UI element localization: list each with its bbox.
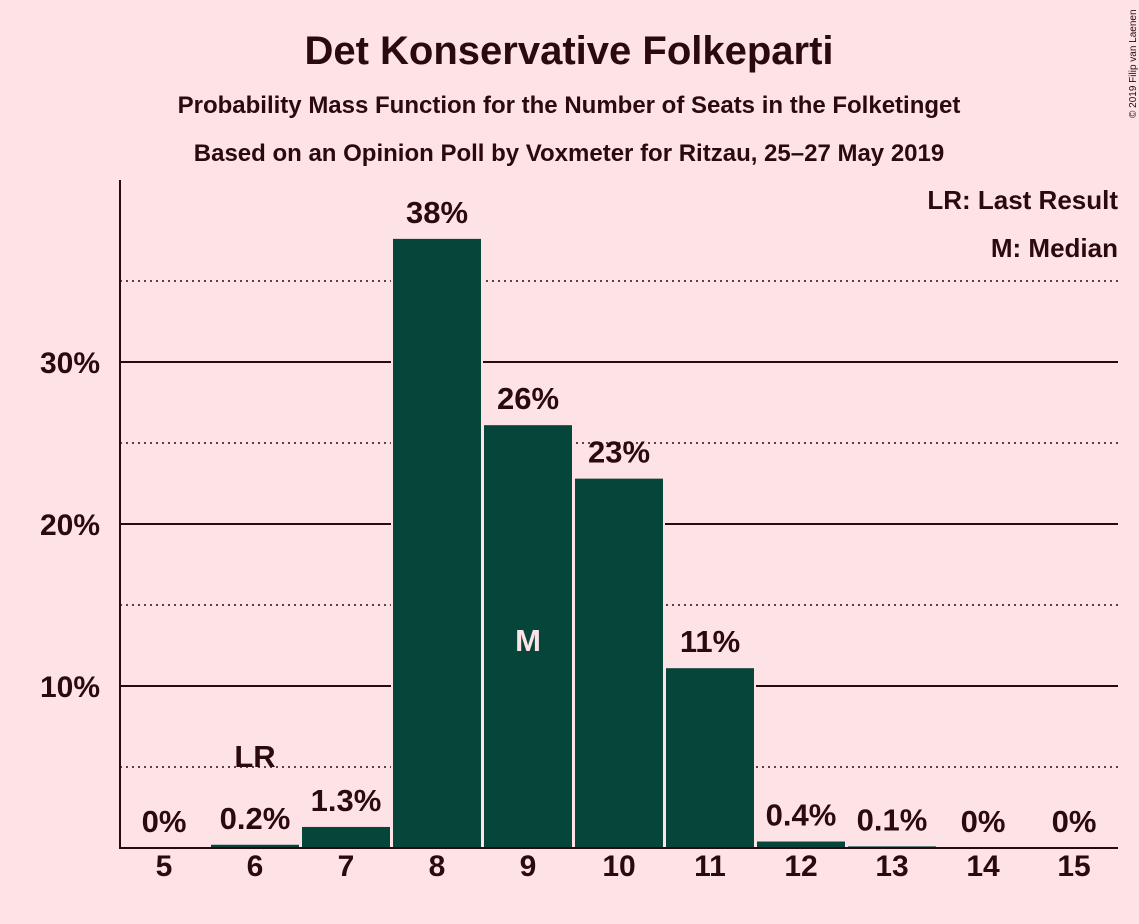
- last-result-marker: LR: [234, 739, 275, 774]
- bar-6: [211, 844, 299, 848]
- x-tick-label: 14: [966, 850, 1000, 883]
- data-label-7: 1.3%: [311, 783, 382, 818]
- x-tick-label: 9: [520, 850, 537, 883]
- x-tick-label: 8: [429, 850, 446, 883]
- chart-subtitle-2: Based on an Opinion Poll by Voxmeter for…: [194, 140, 944, 167]
- data-label-12: 0.4%: [766, 798, 837, 833]
- bar-gap: [846, 844, 938, 848]
- data-label-15: 0%: [1052, 804, 1097, 839]
- bar-11: [666, 668, 754, 848]
- data-label-13: 0.1%: [857, 802, 928, 837]
- data-label-10: 23%: [588, 435, 650, 470]
- legend-median: M: Median: [991, 233, 1118, 263]
- data-label-14: 0%: [961, 804, 1006, 839]
- bars: [209, 236, 938, 848]
- x-tick-label: 13: [875, 850, 908, 883]
- bar-7: [302, 826, 390, 848]
- x-tick-label: 15: [1057, 850, 1090, 883]
- x-tick-label: 11: [694, 850, 726, 883]
- data-label-8: 38%: [406, 195, 468, 230]
- chart-subtitle-1: Probability Mass Function for the Number…: [178, 92, 961, 119]
- x-tick-label: 6: [247, 850, 264, 883]
- axes: 10% 20% 30% 5 6 7 8 9 10 11 12 13 14 15: [40, 180, 1118, 883]
- x-tick-label: 10: [602, 850, 635, 883]
- x-tick-label: 7: [338, 850, 355, 883]
- median-marker: M: [515, 623, 541, 658]
- data-labels: 0% 0.2% 1.3% 38% 26% 23% 11% 0.4% 0.1% 0% 0% LR M: [142, 195, 1097, 839]
- y-tick-label: 30%: [40, 347, 100, 380]
- bar-10: [575, 478, 663, 848]
- data-label-11: 11%: [680, 624, 740, 659]
- chart-title: Det Konservative Folkeparti: [304, 29, 833, 73]
- data-label-9: 26%: [497, 381, 559, 416]
- data-label-6: 0.2%: [220, 801, 291, 836]
- legend-last-result: LR: Last Result: [927, 185, 1118, 215]
- bar-9: [484, 425, 572, 848]
- copyright-note: © 2019 Filip van Laenen: [1128, 9, 1139, 118]
- x-tick-label: 12: [784, 850, 817, 883]
- data-label-5: 0%: [142, 804, 187, 839]
- x-tick-label: 5: [156, 850, 173, 883]
- y-tick-label: 20%: [40, 509, 100, 542]
- y-tick-label: 10%: [40, 671, 100, 704]
- bar-12: [757, 841, 845, 848]
- bar-8: [393, 238, 481, 848]
